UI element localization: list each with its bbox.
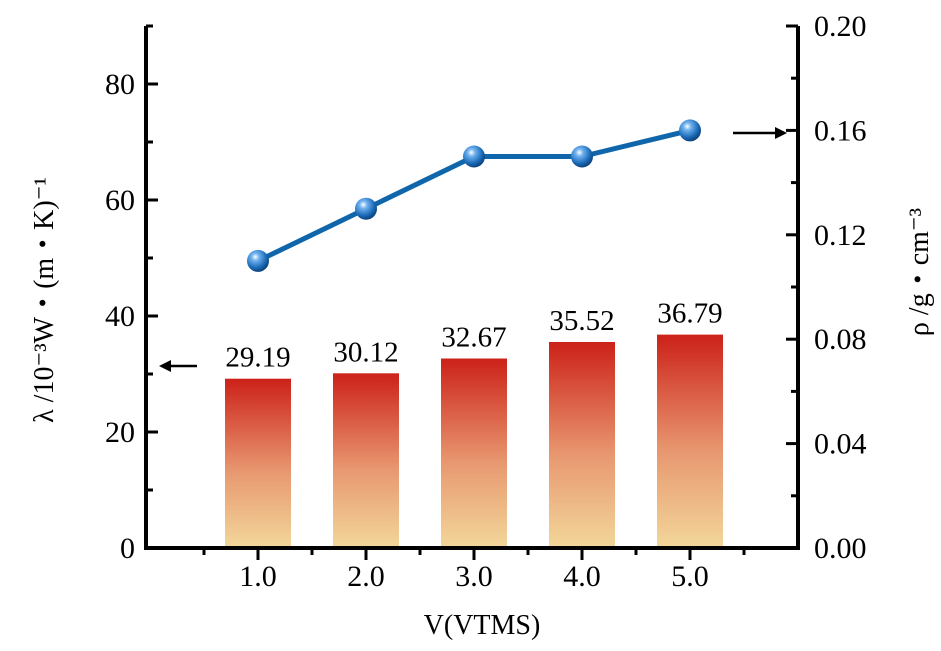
line-series bbox=[247, 119, 701, 272]
x-tick-label: 4.0 bbox=[563, 560, 601, 593]
right-tick-label: 0.16 bbox=[814, 114, 867, 147]
right-tick-label: 0.00 bbox=[814, 532, 867, 565]
bar bbox=[333, 373, 399, 548]
y-axis-right-title: ρ /g・cm⁻³ bbox=[904, 208, 935, 336]
bar-value-label: 35.52 bbox=[549, 305, 614, 337]
right-tick-label: 0.20 bbox=[814, 10, 867, 43]
x-axis-title: V(VTMS) bbox=[424, 610, 541, 641]
right-tick-label: 0.12 bbox=[814, 219, 867, 252]
bar bbox=[657, 334, 723, 548]
x-tick-label: 2.0 bbox=[347, 560, 385, 593]
right-arrow-indicator bbox=[733, 127, 787, 139]
line-point bbox=[247, 249, 269, 272]
left-tick-label: 20 bbox=[105, 416, 135, 449]
bar-value-label: 32.67 bbox=[441, 322, 506, 354]
left-tick-label: 80 bbox=[105, 68, 135, 101]
bar-value-label: 29.19 bbox=[225, 342, 290, 374]
bar bbox=[441, 358, 507, 548]
left-tick-label: 0 bbox=[120, 532, 135, 565]
right-tick-label: 0.04 bbox=[814, 428, 867, 461]
axis-tick-labels: 0 20 40 60 80 0.00 0.04 0.08 0.12 0.16 0.20 1.0 2.0 3… bbox=[105, 10, 867, 593]
bar-series bbox=[225, 334, 723, 548]
y-axis-left-title: λ /10⁻³W・(m・K)⁻¹ bbox=[29, 177, 60, 423]
x-tick-label: 5.0 bbox=[671, 560, 709, 593]
right-tick-label: 0.08 bbox=[814, 323, 867, 356]
line-point bbox=[463, 145, 485, 168]
axis-ticks bbox=[146, 24, 798, 560]
left-tick-label: 60 bbox=[105, 184, 135, 217]
left-arrow-indicator bbox=[159, 360, 197, 372]
bar bbox=[549, 341, 615, 548]
bar bbox=[225, 378, 291, 548]
x-tick-label: 1.0 bbox=[239, 560, 277, 593]
left-tick-label: 40 bbox=[105, 300, 135, 333]
bar-data-labels: 29.19 30.12 32.67 35.52 36.79 bbox=[225, 298, 722, 374]
line-point bbox=[571, 145, 593, 168]
line-point bbox=[679, 119, 701, 142]
x-tick-label: 3.0 bbox=[455, 560, 493, 593]
bar-value-label: 30.12 bbox=[333, 336, 398, 368]
line-point bbox=[355, 197, 377, 220]
bar-value-label: 36.79 bbox=[657, 298, 722, 330]
